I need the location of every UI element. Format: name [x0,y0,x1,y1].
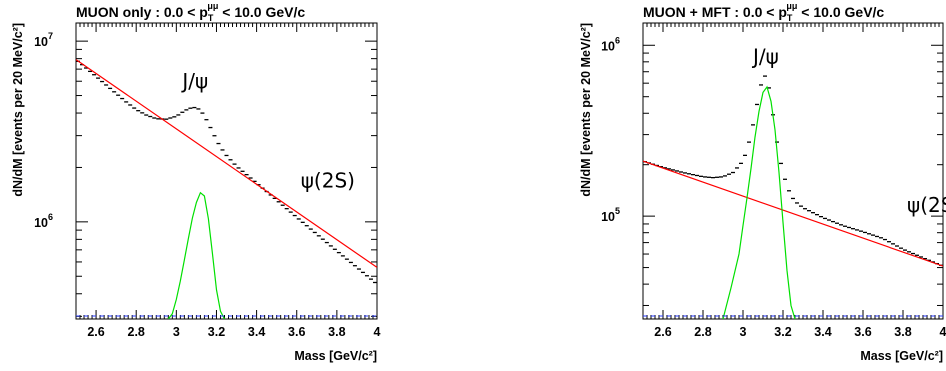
title-text-end: < 10.0 GeV/c [218,4,305,20]
background-fit-line [76,59,377,268]
title-text-end: < 10.0 GeV/c [797,4,884,20]
x-tick-label: 3.4 [814,325,831,339]
x-tick-label: 3.4 [248,325,265,339]
x-tick-label: 4 [374,325,381,339]
y-axis-title: dN/dM [events per 20 MeV/c²] [11,23,25,197]
title-superscript: μμ [786,1,797,11]
x-tick-label: 3.8 [894,325,911,339]
background-fit-line [643,160,943,267]
y-tick-base: 10 [601,39,615,53]
plot-frame [75,22,378,320]
signal-fit-line [722,85,796,319]
plot-area [643,75,943,319]
x-tick-label: 2.6 [654,325,671,339]
chart-panel-2: MUON + MFT : 0.0 < pTμμ < 10.0 GeV/c 2.6 2… [579,1,946,363]
title-text: MUON only : 0.0 < p [76,4,208,20]
x-tick-label: 2.8 [694,325,711,339]
y-tick-label: 106 [601,35,620,53]
jpsi-annotation: J/ψ [180,69,208,93]
x-tick-label: 3 [173,325,180,339]
x-tick-label: 2.6 [87,325,104,339]
y-tick-base: 10 [34,35,48,49]
y-tick-label: 105 [601,206,620,224]
y-tick-exponent: 5 [615,206,620,216]
y-tick-exponent: 7 [48,31,53,41]
x-tick-label: 3.2 [208,325,225,339]
y-axis-title: dN/dM [events per 20 MeV/c²] [579,23,593,197]
y-tick-base: 10 [34,216,48,230]
title-superscript: μμ [207,1,218,11]
plot-area [76,59,377,319]
y-tick-label: 107 [34,31,53,49]
x-axis-title: Mass [GeV/c²] [860,349,943,363]
x-tick-label: 4 [940,325,946,339]
y-tick-label: 106 [34,212,53,230]
x-tick-label: 3.2 [774,325,791,339]
plot-frame [642,22,944,320]
chart-title: MUON only : 0.0 < pTμμ < 10.0 GeV/c [76,1,305,23]
x-axis-title: Mass [GeV/c²] [294,349,377,363]
chart-panel-1: MUON only : 0.0 < pTμμ < 10.0 GeV/c 2.6 2.… [11,1,381,363]
x-tick-label: 3.6 [288,325,305,339]
x-tick-label: 3.8 [328,325,345,339]
psi2s-annotation: ψ(2S) [907,193,946,217]
x-tick-label: 2.8 [128,325,145,339]
title-text: MUON + MFT : 0.0 < p [643,4,787,20]
y-tick-base: 10 [601,210,615,224]
chart-title: MUON + MFT : 0.0 < pTμμ < 10.0 GeV/c [643,1,884,23]
title-subscript: T [208,13,214,23]
y-tick-exponent: 6 [48,212,53,222]
x-tick-label: 3 [740,325,747,339]
signal-fit-line [167,191,226,319]
y-tick-exponent: 6 [615,35,620,45]
title-subscript: T [787,13,793,23]
x-tick-label: 3.6 [854,325,871,339]
jpsi-annotation: J/ψ [751,45,779,69]
psi2s-annotation: ψ(2S) [301,168,355,192]
